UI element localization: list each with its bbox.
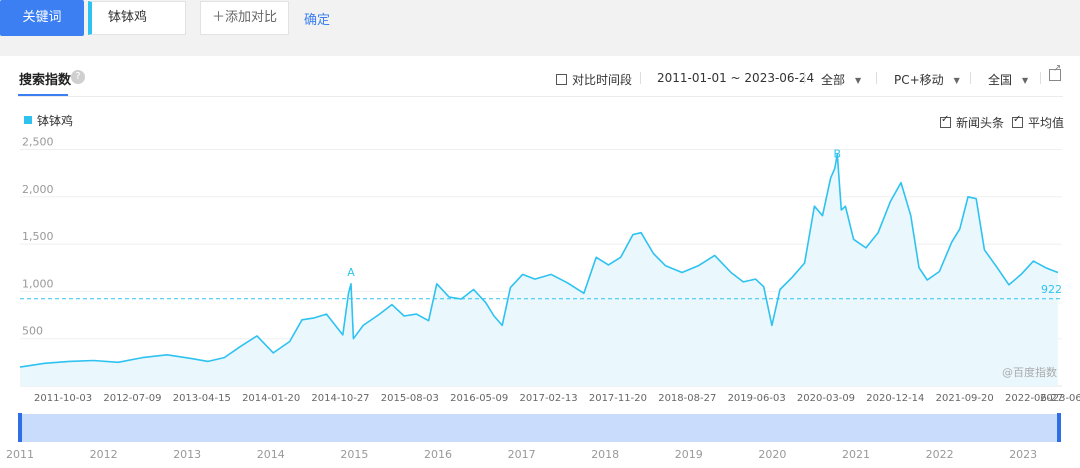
navigator-year-label: 2015 [340,448,368,461]
average-toggle[interactable]: 平均值 [1012,114,1064,131]
x-tick-label: 2020-12-14 [866,393,924,404]
news-annotation-marker[interactable]: B [833,148,841,161]
x-tick-label: 2017-11-20 [589,393,647,404]
search-bar: 关键词 钵钵鸡 ＋添加对比 确定 [0,0,1080,56]
navigator-year-label: 2021 [842,448,870,461]
x-tick-label: 2015-08-03 [381,393,439,404]
caret-down-icon: ▼ [1022,76,1029,85]
confirm-link[interactable]: 确定 [304,13,331,28]
checkbox-checked-icon[interactable] [940,114,951,128]
navigator-year-label: 2022 [926,448,954,461]
navigator-year-label: 2016 [424,448,452,461]
navigator-year-label: 2018 [591,448,619,461]
keyword-button[interactable]: 关键词 [0,0,84,36]
navigator-year-label: 2011 [6,448,34,461]
navigator-year-label: 2017 [508,448,536,461]
y-tick-label: 500 [22,325,43,338]
filter-separator [970,72,971,84]
source-select-value: 全部 [821,73,846,87]
x-tick-label: 2021-09-20 [936,393,994,404]
region-select-value: 全国 [988,73,1013,87]
average-value-label: 922 [1041,283,1062,296]
legend-series-label[interactable]: 钵钵鸡 [37,114,74,128]
x-tick-label: 2011-10-03 [34,393,92,404]
navigator-year-label: 2014 [257,448,285,461]
navigator-right-handle[interactable] [1057,413,1061,442]
add-compare-button[interactable]: ＋添加对比 [200,1,289,35]
header-divider [18,96,1063,97]
y-tick-label: 1,500 [22,230,54,243]
navigator-year-label: 2020 [758,448,786,461]
x-tick-label: 2019-06-03 [728,393,786,404]
series-area [20,154,1058,386]
news-headlines-label: 新闻头条 [956,116,1005,130]
device-select[interactable]: PC+移动 ▼ [894,71,960,88]
x-tick-label: 2012-07-09 [103,393,161,404]
navigator-year-label: 2019 [675,448,703,461]
x-tick-label: 2016-05-09 [450,393,508,404]
x-tick-label: 2018-08-27 [658,393,716,404]
caret-down-icon: ▼ [855,76,862,85]
external-link-icon[interactable] [1049,63,1061,81]
checkbox-icon[interactable] [556,74,567,85]
filter-separator [804,72,805,84]
date-range-picker[interactable]: 2011-01-01 ~ 2023-06-24 [657,71,815,85]
average-label: 平均值 [1028,116,1065,130]
x-tick-label: 2020-03-09 [797,393,855,404]
tab-underline [18,94,68,97]
x-tick-label: 2023-06-19 [1040,393,1080,404]
series-line[interactable] [19,153,1059,368]
x-tick-label: 2022-06-27 [1005,393,1063,404]
x-tick-label: 2017-02-13 [520,393,578,404]
compare-period-label: 对比时间段 [572,73,633,87]
navigator-year-label: 2013 [173,448,201,461]
compare-period-toggle[interactable]: 对比时间段 [556,71,632,88]
news-headlines-toggle[interactable]: 新闻头条 [940,114,1004,131]
filter-separator [1040,72,1041,84]
source-select[interactable]: 全部 ▼ [821,71,861,88]
x-tick-label: 2013-04-15 [173,393,231,404]
filter-separator [876,72,877,84]
filter-separator [640,72,641,84]
tab-search-index[interactable]: 搜索指数 [19,73,72,88]
x-tick-label: 2014-01-20 [242,393,300,404]
caret-down-icon: ▼ [953,76,960,85]
device-select-value: PC+移动 [894,73,944,87]
question-circle-icon[interactable]: ? [71,70,85,84]
watermark-text: @百度指数 [1002,365,1057,379]
y-tick-label: 2,000 [22,183,54,196]
y-tick-label: 2,500 [22,135,54,148]
y-tick-label: 1,000 [22,277,54,290]
navigator-left-handle[interactable] [18,413,22,442]
checkbox-checked-icon[interactable] [1012,114,1023,128]
navigator-year-label: 2012 [90,448,118,461]
x-tick-label: 2014-10-27 [311,393,369,404]
legend-swatch [24,116,32,124]
navigator-year-label: 2023 [1009,448,1037,461]
keyword-input[interactable]: 钵钵鸡 [88,1,186,35]
region-select[interactable]: 全国 ▼ [988,71,1028,88]
news-annotation-marker[interactable]: A [347,266,355,279]
range-navigator[interactable] [20,414,1060,442]
